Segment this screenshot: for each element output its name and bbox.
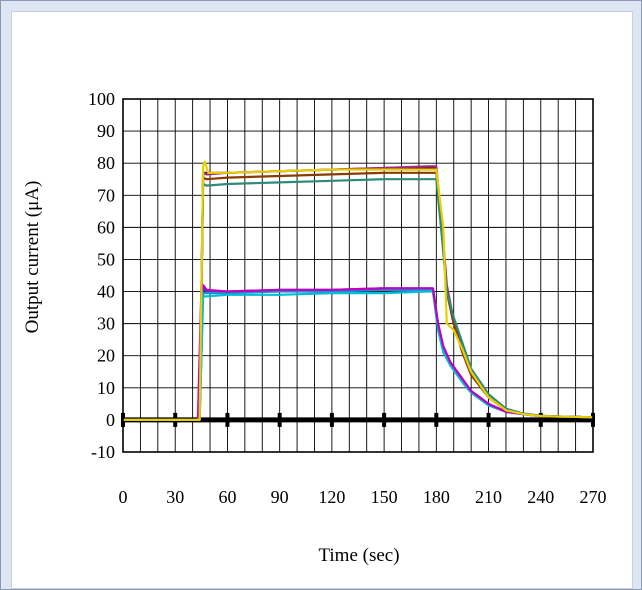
series-line-3 [123, 171, 594, 421]
x-tick-label: 60 [218, 487, 236, 507]
grid-lines [123, 99, 593, 452]
y-tick-label: 20 [97, 346, 115, 366]
x-tick-label: 180 [423, 487, 450, 507]
x-tick-label: 30 [166, 487, 184, 507]
series-line-9 [123, 160, 594, 421]
y-tick-label: 100 [88, 89, 115, 109]
y-tick-label: 60 [97, 217, 115, 237]
y-tick-label: 10 [97, 378, 115, 398]
chart-panel: -10 0 10 20 30 40 50 60 70 80 90 100 0 30 60 90 120 150 1… [11, 11, 633, 589]
series-line-5 [123, 287, 594, 421]
y-tick-label: 30 [97, 314, 115, 334]
x-tick-label: 210 [475, 487, 502, 507]
series-line-6 [123, 288, 594, 421]
y-tick-label: 70 [97, 185, 115, 205]
x-axis-label: Time (sec) [318, 545, 399, 566]
chart: -10 0 10 20 30 40 50 60 70 80 90 100 0 30 60 90 120 150 1… [22, 89, 607, 566]
x-tick-label: 120 [318, 487, 345, 507]
x-tick-label: 270 [580, 487, 607, 507]
plot-border [122, 98, 594, 453]
series-line-8 [123, 284, 594, 421]
y-tick-label: -10 [91, 442, 115, 462]
x-tick-label: 150 [371, 487, 398, 507]
series-line-4 [123, 178, 594, 421]
y-tick-label: 0 [106, 410, 115, 430]
y-tick-label: 80 [97, 153, 115, 173]
x-tick-label: 0 [119, 487, 128, 507]
y-tick-label: 40 [97, 282, 115, 302]
x-tick-labels: 0 30 60 90 120 150 180 210 240 270 [119, 487, 607, 507]
y-tick-label: 90 [97, 121, 115, 141]
y-tick-label: 50 [97, 249, 115, 269]
series-group [123, 160, 594, 421]
y-tick-labels: -10 0 10 20 30 40 50 60 70 80 90 100 [88, 89, 115, 462]
x-tick-label: 90 [271, 487, 289, 507]
x-tick-label: 240 [527, 487, 554, 507]
y-axis-label: Output current (μA) [22, 181, 43, 334]
